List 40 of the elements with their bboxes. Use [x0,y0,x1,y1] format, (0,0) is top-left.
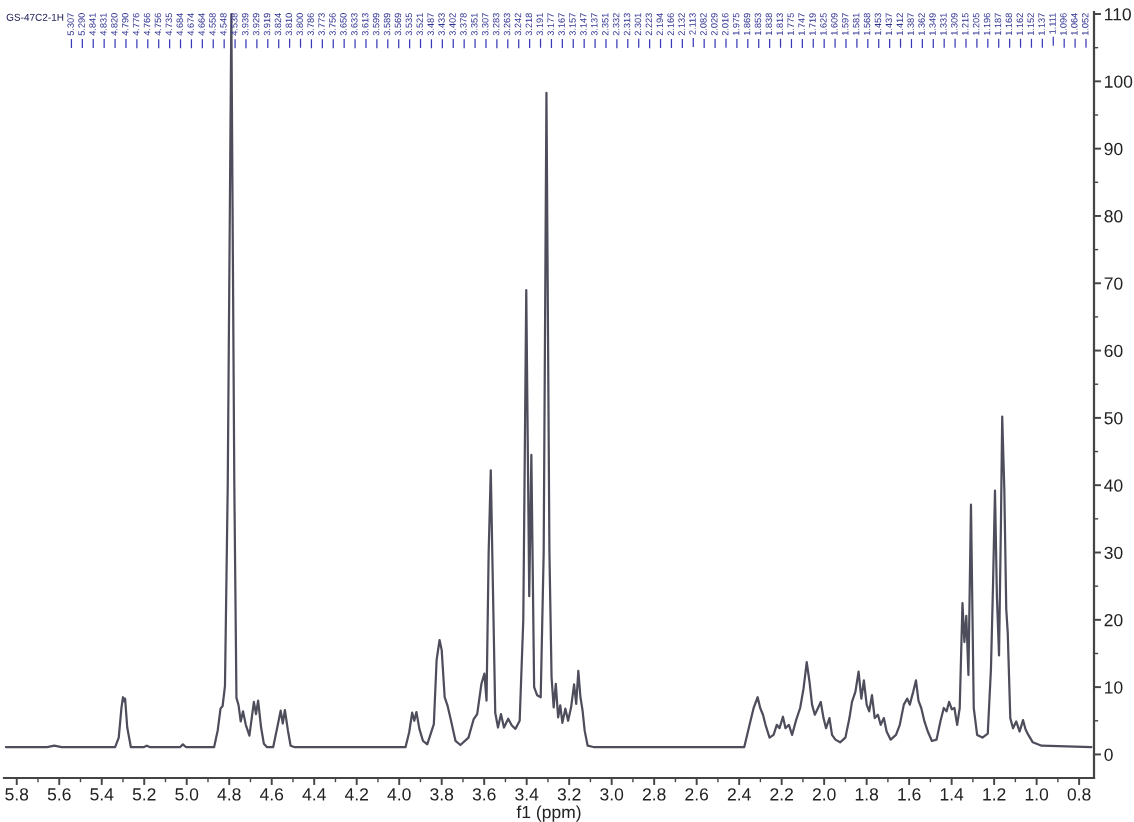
x-tick-label: 4.8 [217,788,241,801]
x-tick-label: 5.2 [132,788,156,801]
x-tick-label: 3.2 [557,788,581,801]
x-tick-label: 1.4 [940,788,964,801]
x-tick-label: 3.8 [430,788,454,801]
x-tick-label: 2.4 [727,788,751,801]
y-tick-label: 10 [1105,681,1123,694]
x-tick-label: 5.0 [175,788,199,801]
x-axis-title: f1 (ppm) [516,805,581,822]
x-tick-label: 5.4 [90,788,114,801]
y-tick-label: 90 [1104,142,1123,156]
x-tick-label: 4.6 [259,788,284,801]
line-series [4,12,1093,749]
x-tick-label: 1.6 [898,788,921,801]
x-tick-label: 1.0 [1025,788,1049,801]
y-tick-label: 70 [1104,277,1123,290]
x-tick-label: 5.6 [47,788,71,801]
x-tick-label: 5.8 [5,788,29,801]
x-tick-label: 0.8 [1067,788,1091,801]
y-tick-label: 80 [1104,210,1123,223]
x-tick-label: 3.0 [600,788,624,801]
y-tick-label: 20 [1104,613,1123,627]
x-tick-label: 4.4 [302,788,326,801]
x-tick-label: 2.6 [685,788,709,801]
y-tick-label: 30 [1104,546,1123,560]
x-tick-label: 4.2 [344,788,368,801]
x-tick-label: 2.8 [642,788,666,801]
y-tick-label: 50 [1104,412,1123,425]
y-tick-label: 110 [1105,8,1131,21]
y-tick-label: 0 [1104,748,1113,761]
x-tick-label: 3.4 [515,788,539,801]
x-tick-label: 4.0 [387,788,411,801]
x-tick-label: 1.8 [855,788,879,801]
y-tick-label: 100 [1105,75,1133,88]
y-tick-label: 40 [1104,479,1123,492]
x-tick-label: 2.0 [812,788,836,801]
y-tick-label: 60 [1104,344,1123,358]
x-tick-label: 1.2 [983,788,1006,801]
x-tick-label: 3.6 [472,788,496,801]
x-tick-label: 2.2 [770,788,793,801]
